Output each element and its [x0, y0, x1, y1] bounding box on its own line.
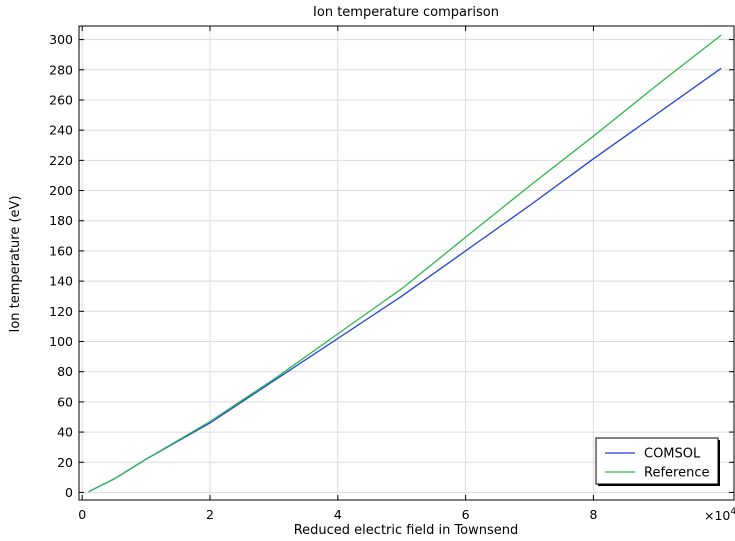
- legend-label-reference: Reference: [644, 466, 709, 481]
- y-tick-label: 40: [57, 425, 73, 440]
- chart-title: Ion temperature comparison: [313, 5, 499, 20]
- y-tick-label: 160: [49, 243, 73, 258]
- series-line-reference: [88, 34, 722, 493]
- grid: [79, 26, 734, 500]
- x-axis-multiplier: ×104: [704, 507, 735, 523]
- x-tick-label: 0: [78, 507, 86, 522]
- y-tick-label: 260: [49, 92, 73, 107]
- x-tick-label: 4: [334, 507, 342, 522]
- y-tick-label: 120: [49, 304, 73, 319]
- series-layer: [88, 34, 722, 493]
- y-tick-label: 220: [49, 153, 73, 168]
- y-tick-label: 140: [49, 274, 73, 289]
- legend: COMSOL Reference: [595, 437, 720, 486]
- y-tick-label: 100: [49, 334, 73, 349]
- x-axis-title: Reduced electric field in Townsend: [294, 523, 519, 538]
- y-tick-label: 300: [49, 32, 73, 47]
- y-tick-label: 200: [49, 183, 73, 198]
- x-tick-label: 2: [206, 507, 214, 522]
- y-tick-label: 60: [57, 394, 73, 409]
- legend-label-comsol: COMSOL: [644, 447, 701, 462]
- x-tick-label: 6: [462, 507, 470, 522]
- y-axis-title: Ion temperature (eV): [8, 195, 23, 332]
- y-tick-label: 240: [49, 123, 73, 138]
- x-axis-multiplier-exponent: 4: [730, 507, 735, 517]
- y-tick-label: 0: [65, 485, 73, 500]
- x-axis-multiplier-base: ×10: [704, 508, 730, 523]
- y-tick-label: 180: [49, 213, 73, 228]
- y-tick-label: 80: [57, 364, 73, 379]
- plot-frame: [78, 25, 735, 501]
- y-tick-label: 280: [49, 62, 73, 77]
- x-tick-label: 8: [589, 507, 597, 522]
- y-tick-label: 20: [57, 455, 73, 470]
- legend-box: [595, 437, 719, 485]
- axis-ticks: 0 2 4 6 802040608010012014016018020022024026…: [49, 26, 734, 522]
